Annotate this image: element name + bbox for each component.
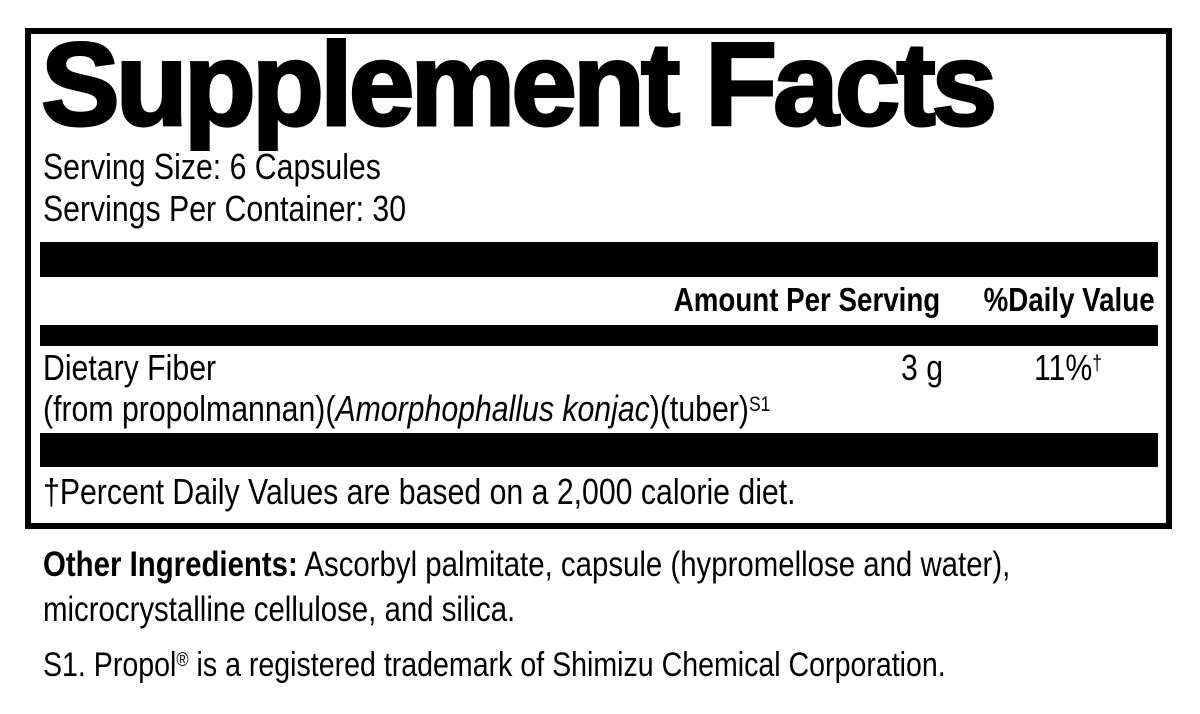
daily-value-dagger: † [1092, 351, 1102, 375]
source-latin-name: Amorphophallus konjac [335, 388, 650, 429]
servings-per-container: Servings Per Container: 30 [43, 188, 407, 229]
source-prefix: (from propolmannan)( [43, 388, 336, 429]
ingredient-daily-value: 11%† [1034, 348, 1102, 394]
trademark-note-text: S1. Propol® is a registered trademark of… [43, 645, 946, 690]
separator-bar-thick-top [40, 242, 1158, 277]
column-header-daily-value-label: %Daily Value [983, 281, 1155, 318]
source-suffix: )(tuber) [649, 388, 749, 429]
other-ingredients-section: Other Ingredients: Ascorbyl palmitate, c… [43, 542, 1200, 632]
ingredient-name: Dietary Fiber [43, 347, 217, 388]
column-header-amount: Amount Per Serving [623, 281, 940, 319]
serving-info: Serving Size: 6 Capsules Servings Per Co… [43, 146, 475, 230]
ingredient-source-text: (from propolmannan)(Amorphophallus konja… [43, 389, 770, 435]
other-ingredients-line1: Other Ingredients: Ascorbyl palmitate, c… [43, 542, 1010, 587]
panel-title: Supplement Facts [39, 19, 998, 151]
column-header-amount-label: Amount Per Serving [673, 281, 940, 318]
trademark-note: S1. Propol® is a registered trademark of… [43, 645, 1118, 690]
daily-value-footnote: †Percent Daily Values are based on a 2,0… [43, 471, 939, 513]
trademark-prefix: S1. Propol [43, 646, 177, 684]
registered-trademark-symbol: ® [176, 649, 189, 672]
serving-size: Serving Size: 6 Capsules [43, 146, 381, 187]
ingredient-row-amount: 3 g [893, 348, 943, 388]
ingredient-row-daily-value: 11%† [1021, 348, 1102, 394]
ingredient-daily-value-number: 11% [1033, 347, 1093, 388]
trademark-suffix: is a registered trademark of Shimizu Che… [188, 646, 946, 684]
source-footnote-marker: S1 [748, 392, 771, 416]
other-ingredients-line2: microcrystalline cellulose, and silica. [43, 590, 516, 629]
ingredient-amount: 3 g [900, 347, 943, 388]
supplement-facts-panel: Supplement Facts Serving Size: 6 Capsule… [25, 19, 1172, 529]
other-ingredients-label: Other Ingredients: [43, 545, 298, 584]
column-header-daily-value: %Daily Value [951, 281, 1155, 319]
separator-bar-medium [40, 325, 1158, 346]
daily-value-footnote-text: †Percent Daily Values are based on a 2,0… [43, 471, 796, 512]
ingredient-source-line: (from propolmannan)(Amorphophallus konja… [43, 389, 909, 435]
ingredient-row-name: Dietary Fiber [43, 348, 249, 388]
separator-bar-thick-bottom [40, 433, 1158, 467]
other-ingredients-line1-text: Ascorbyl palmitate, capsule (hypromellos… [297, 545, 1011, 584]
